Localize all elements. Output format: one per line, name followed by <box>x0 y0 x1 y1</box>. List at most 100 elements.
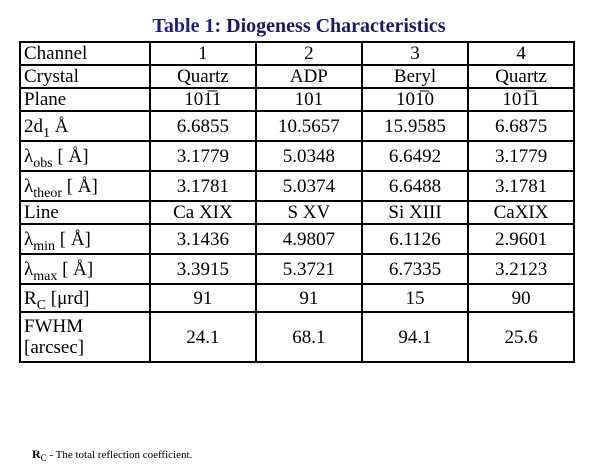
cell: 90 <box>467 283 575 313</box>
cell: 3 <box>360 41 470 66</box>
cell: 25.6 <box>467 311 575 363</box>
cell: 4 <box>467 41 575 66</box>
label-after: [μrd] <box>46 287 90 309</box>
label-sub: C <box>40 453 47 463</box>
row-label: λmax [ Å] <box>18 253 152 285</box>
cell: 3.3915 <box>149 253 257 285</box>
table-title: Table 1: Diogeness Characteristics <box>0 15 598 38</box>
table-row: RC [μrd] 91 91 15 90 <box>18 283 575 313</box>
cell: 3.1436 <box>149 223 257 255</box>
cell: 4.9807 <box>254 223 363 255</box>
label-main: FWHM <box>24 316 84 337</box>
table-row: Crystal Quartz ADP Beryl Quartz <box>18 64 575 89</box>
label-main: λ <box>24 258 34 280</box>
cell: 10.5657 <box>254 110 363 142</box>
label-sub: 1 <box>43 125 50 141</box>
cell: 101̅1 <box>467 87 575 112</box>
label-sub: theor <box>33 185 62 201</box>
label-sub: obs <box>33 155 53 171</box>
table-row: Plane 101̅1 101 101̅0 101̅1 <box>18 87 575 112</box>
label-main: Crystal <box>24 66 79 87</box>
table-row: FWHM [arcsec] 24.1 68.1 94.1 25.6 <box>18 311 575 363</box>
cell: 1 <box>149 41 257 66</box>
label-main: Channel <box>24 43 88 64</box>
label-sub: min <box>33 238 55 254</box>
cell: ADP <box>254 64 363 89</box>
table-row: λobs [ Å] 3.1779 5.0348 6.6492 3.1779 <box>18 140 575 172</box>
cell: 91 <box>149 283 257 313</box>
footnote: RC - The total reflection coefficient. <box>32 447 193 463</box>
cell: 101̅0 <box>360 87 470 112</box>
cell: 2.9601 <box>467 223 575 255</box>
cell: 6.1126 <box>360 223 470 255</box>
label-after: [ Å] <box>55 228 91 250</box>
cell: 5.0348 <box>254 140 363 172</box>
row-label: FWHM [arcsec] <box>18 311 152 363</box>
table-row: λtheor [ Å] 3.1781 5.0374 6.6488 3.1781 <box>18 170 575 202</box>
cell: 91 <box>254 283 363 313</box>
row-label: λmin [ Å] <box>18 223 152 255</box>
title-label: Table 1: <box>152 15 222 37</box>
label-main: λ <box>24 175 34 197</box>
cell: 6.6855 <box>149 110 257 142</box>
label-main: R <box>24 287 37 309</box>
cell: Quartz <box>149 64 257 89</box>
cell: 5.0374 <box>254 170 363 202</box>
row-label: Line <box>18 200 152 225</box>
cell: 6.6875 <box>467 110 575 142</box>
cell: 3.1781 <box>149 170 257 202</box>
cell: 3.2123 <box>467 253 575 285</box>
label-main: λ <box>24 228 34 250</box>
label-after: - The total reflection coefficient. <box>46 449 193 461</box>
label-main: R <box>32 447 41 461</box>
cell: Quartz <box>467 64 575 89</box>
row-label: λtheor [ Å] <box>18 170 152 202</box>
cell: 6.6488 <box>360 170 470 202</box>
table-row: Channel 1 2 3 4 <box>18 41 575 66</box>
label-after: [ Å] <box>57 258 94 280</box>
cell: 6.7335 <box>360 253 470 285</box>
cell: S XV <box>254 200 363 225</box>
title-text: Diogeness Characteristics <box>221 15 446 37</box>
cell: Beryl <box>360 64 470 89</box>
cell: 24.1 <box>149 311 257 363</box>
table: Channel 1 2 3 4 Crystal Quartz ADP Beryl Quartz Pl… <box>18 41 575 363</box>
label-after: [ Å] <box>52 145 89 167</box>
label-main: Plane <box>24 89 67 110</box>
cell: 94.1 <box>360 311 470 363</box>
cell: Si XIII <box>360 200 470 225</box>
label-after: [ Å] <box>61 175 98 197</box>
label-main: Line <box>24 202 59 223</box>
cell: 68.1 <box>254 311 363 363</box>
label-main: 2d <box>24 115 43 137</box>
cell: 2 <box>254 41 363 66</box>
cell: 101̅1 <box>149 87 257 112</box>
row-label: Channel <box>18 41 152 66</box>
row-label: RC [μrd] <box>18 283 152 313</box>
row-label: Crystal <box>18 64 152 89</box>
label-sub: max <box>33 268 58 284</box>
cell: 15.9585 <box>360 110 470 142</box>
row-label: 2d1 Å <box>18 110 152 142</box>
label-after: Å <box>50 115 69 137</box>
cell: 3.1779 <box>467 140 575 172</box>
cell: CaXIX <box>467 200 575 225</box>
cell: 6.6492 <box>360 140 470 172</box>
row-label: λobs [ Å] <box>18 140 152 172</box>
cell: 3.1779 <box>149 140 257 172</box>
label-sub: C <box>36 297 47 313</box>
table-row: λmax [ Å] 3.3915 5.3721 6.7335 3.2123 <box>18 253 575 285</box>
table-body: Channel 1 2 3 4 Crystal Quartz ADP Beryl Quartz Pl… <box>18 41 575 363</box>
cell: 101 <box>254 87 363 112</box>
label-main: λ <box>24 145 34 167</box>
table-row: λmin [ Å] 3.1436 4.9807 6.1126 2.9601 <box>18 223 575 255</box>
table-row: 2d1 Å 6.6855 10.5657 15.9585 6.6875 <box>18 110 575 142</box>
cell: 15 <box>360 283 470 313</box>
row-label: Plane <box>18 87 152 112</box>
table-row: Line Ca XIX S XV Si XIII CaXIX <box>18 200 575 225</box>
cell: Ca XIX <box>149 200 257 225</box>
cell: 5.3721 <box>254 253 363 285</box>
cell: 3.1781 <box>467 170 575 202</box>
label-line2: [arcsec] <box>24 337 85 358</box>
